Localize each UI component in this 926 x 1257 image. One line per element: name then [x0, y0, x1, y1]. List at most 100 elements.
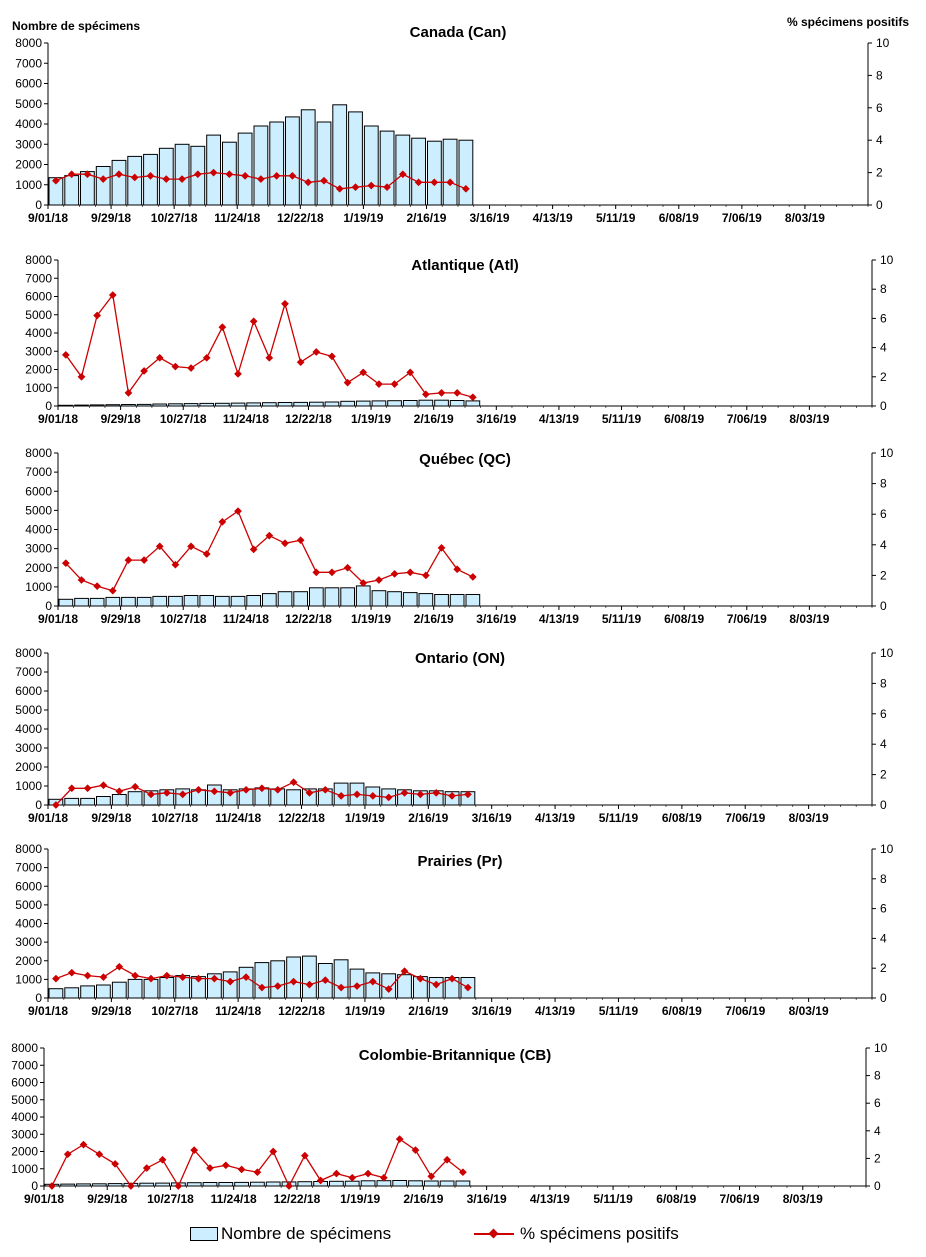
line-point: [300, 1151, 309, 1160]
bar: [270, 960, 286, 999]
line-point: [115, 962, 124, 971]
x-tick-label: 2/16/19: [414, 612, 454, 626]
line-point: [79, 1140, 88, 1149]
bar: [324, 587, 340, 607]
line-point: [51, 801, 60, 809]
bar: [111, 981, 127, 999]
y-tick-label: 0: [35, 198, 42, 212]
line-point: [194, 785, 203, 794]
x-tick-label: 8/03/19: [789, 412, 829, 426]
x-tick-label: 1/19/19: [343, 211, 383, 225]
bar: [449, 400, 465, 407]
line-point: [171, 362, 180, 371]
x-tick-label: 6/08/19: [664, 412, 704, 426]
bar: [408, 1180, 423, 1187]
bar: [379, 130, 395, 206]
y-tick-label: 1000: [15, 178, 42, 192]
line-point: [202, 550, 211, 558]
x-tick-label: 5/11/19: [593, 1192, 633, 1206]
x-tick-label: 4/13/19: [535, 1004, 575, 1018]
legend-item-bars: Nombre de spécimens: [190, 1224, 391, 1244]
line-point: [111, 1159, 120, 1168]
bar: [387, 591, 402, 607]
bar: [136, 596, 152, 607]
bar: [434, 594, 449, 607]
x-tick-label: 2/16/19: [403, 1192, 443, 1206]
line-point: [95, 1150, 104, 1159]
x-tick-label: 10/27/18: [151, 1004, 198, 1018]
x-tick-label: 9/29/18: [101, 412, 141, 426]
y2-tick-label: 0: [880, 599, 887, 613]
bar: [449, 594, 465, 607]
line-point: [374, 380, 383, 389]
x-tick-label: 5/11/19: [599, 1004, 639, 1018]
x-tick-label: 4/13/19: [539, 612, 579, 626]
bar: [402, 400, 418, 407]
y-tick-label: 7000: [15, 665, 42, 679]
bar: [293, 591, 308, 607]
line-point: [253, 1168, 262, 1177]
bar: [465, 400, 481, 407]
bar: [300, 109, 316, 206]
bar: [387, 400, 402, 407]
x-tick-label: 9/01/18: [24, 1192, 64, 1206]
y2-tick-label: 10: [874, 1041, 888, 1055]
x-tick-label: 9/29/18: [87, 1192, 127, 1206]
x-tick-label: 9/01/18: [28, 211, 68, 225]
x-tick-label: 1/19/19: [345, 1004, 385, 1018]
y-tick-label: 5000: [25, 503, 52, 517]
bar: [344, 1180, 360, 1187]
x-tick-label: 9/01/18: [38, 412, 78, 426]
bar: [237, 132, 253, 206]
line-point: [427, 1172, 436, 1181]
chart-title: Prairies (Pr): [417, 853, 502, 870]
x-tick-label: 10/27/18: [160, 612, 207, 626]
bar: [265, 1181, 281, 1187]
line-point: [414, 178, 423, 187]
line-point: [281, 539, 289, 548]
bar: [152, 595, 168, 607]
bar: [80, 797, 95, 806]
x-tick-label: 12/22/18: [285, 612, 332, 626]
bar: [230, 595, 246, 607]
y-tick-label: 8000: [15, 842, 42, 856]
y2-tick-label: 10: [880, 842, 894, 856]
bar: [397, 974, 412, 999]
bar: [455, 1180, 471, 1187]
bar: [250, 1181, 265, 1187]
line-point: [305, 980, 314, 989]
bar: [329, 1180, 344, 1187]
series-line: [65, 510, 474, 592]
y-tick-label: 5000: [15, 898, 42, 912]
bar: [269, 121, 285, 206]
line-point: [416, 790, 425, 799]
line-point: [171, 560, 180, 569]
y-tick-label: 6000: [15, 77, 42, 91]
x-tick-label: 8/03/19: [789, 1004, 829, 1018]
line-point: [221, 1161, 230, 1170]
y-tick-label: 1000: [25, 580, 52, 594]
y2-tick-label: 6: [880, 311, 887, 325]
bar: [80, 985, 95, 999]
line-point: [131, 782, 140, 791]
y2-tick-label: 4: [880, 341, 887, 355]
bar: [286, 789, 302, 806]
bar: [127, 791, 143, 806]
surveillance-figure: Canada (Can)0100020003000400050006000700…: [11, 24, 894, 1206]
line-point: [47, 1182, 56, 1190]
legend-line-swatch: [474, 1227, 514, 1241]
line-point: [421, 390, 430, 399]
y2-tick-label: 10: [880, 446, 894, 460]
line-point: [140, 556, 149, 565]
x-tick-label: 11/24/18: [215, 811, 261, 825]
y2-tick-label: 6: [876, 101, 883, 115]
y-tick-label: 7000: [25, 465, 52, 479]
x-tick-label: 3/16/19: [470, 211, 510, 225]
x-tick-label: 10/27/18: [151, 211, 198, 225]
line-point: [437, 388, 446, 397]
x-tick-label: 9/29/18: [91, 811, 131, 825]
y2-tick-label: 2: [880, 568, 887, 582]
y-tick-label: 3000: [15, 935, 42, 949]
y-tick-label: 6000: [25, 484, 52, 498]
line-point: [99, 781, 108, 790]
